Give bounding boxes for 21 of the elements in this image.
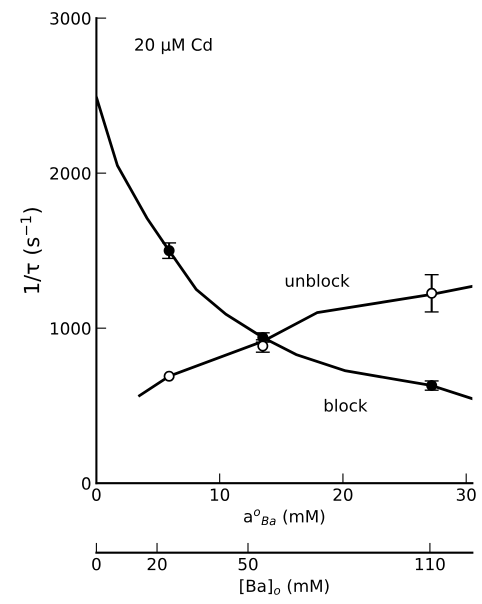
x-tick-label: 20 — [334, 488, 352, 501]
y-tick-label: 0 — [82, 477, 90, 490]
x-tick-label: 0 — [92, 488, 101, 501]
point — [164, 245, 175, 256]
point — [426, 288, 438, 299]
annotation: 20 μM Cd — [135, 38, 212, 54]
x-tick-label: 30 — [456, 488, 476, 501]
x2-tick-label: 50 — [238, 558, 258, 570]
point — [164, 370, 175, 382]
x-tick-label: 10 — [210, 488, 230, 501]
y-tick-label: 3000 — [50, 12, 90, 25]
series-label: block — [324, 398, 368, 412]
x2-tick-label: 20 — [148, 558, 167, 570]
x2-axis-title: [Ba]$_{o}$ (mM) — [240, 579, 329, 595]
y-tick-label: 2000 — [50, 167, 90, 180]
y-axis-title: 1/τ (s$^{−1}$) — [20, 208, 42, 293]
x2-tick-label: 110 — [416, 558, 445, 570]
y-tick-label: 1000 — [50, 322, 90, 335]
x2-tick-label: 0 — [92, 558, 101, 570]
series-label: unblock — [286, 274, 350, 287]
x-axis-title: a$^{o}$$_{Ba}$ (mM) — [244, 509, 324, 526]
